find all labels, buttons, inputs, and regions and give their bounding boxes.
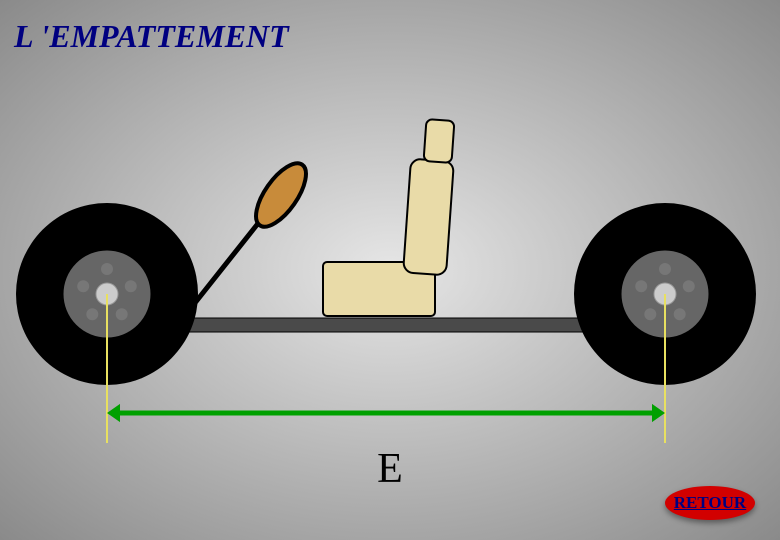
return-button[interactable]: RETOUR <box>665 486 755 520</box>
wheel-bolt <box>86 308 98 320</box>
arrowhead-right-icon <box>652 404 665 422</box>
wheel-bolt <box>659 263 671 275</box>
arrowhead-left-icon <box>107 404 120 422</box>
wheel-bolt <box>77 280 89 292</box>
page-title: L 'EMPATTEMENT <box>14 18 289 55</box>
steering-wheel <box>247 156 316 235</box>
wheel-bolt <box>674 308 686 320</box>
seat-back <box>403 159 454 276</box>
wheel-bolt <box>116 308 128 320</box>
wheel-bolt <box>101 263 113 275</box>
wheel-bolt <box>635 280 647 292</box>
wheel-bolt <box>683 280 695 292</box>
wheel-bolt <box>125 280 137 292</box>
seat-headrest <box>424 119 455 163</box>
wheel-bolt <box>644 308 656 320</box>
diagram-stage: L 'EMPATTEMENT E RETOUR <box>0 0 780 540</box>
measure-label: E <box>0 445 780 493</box>
